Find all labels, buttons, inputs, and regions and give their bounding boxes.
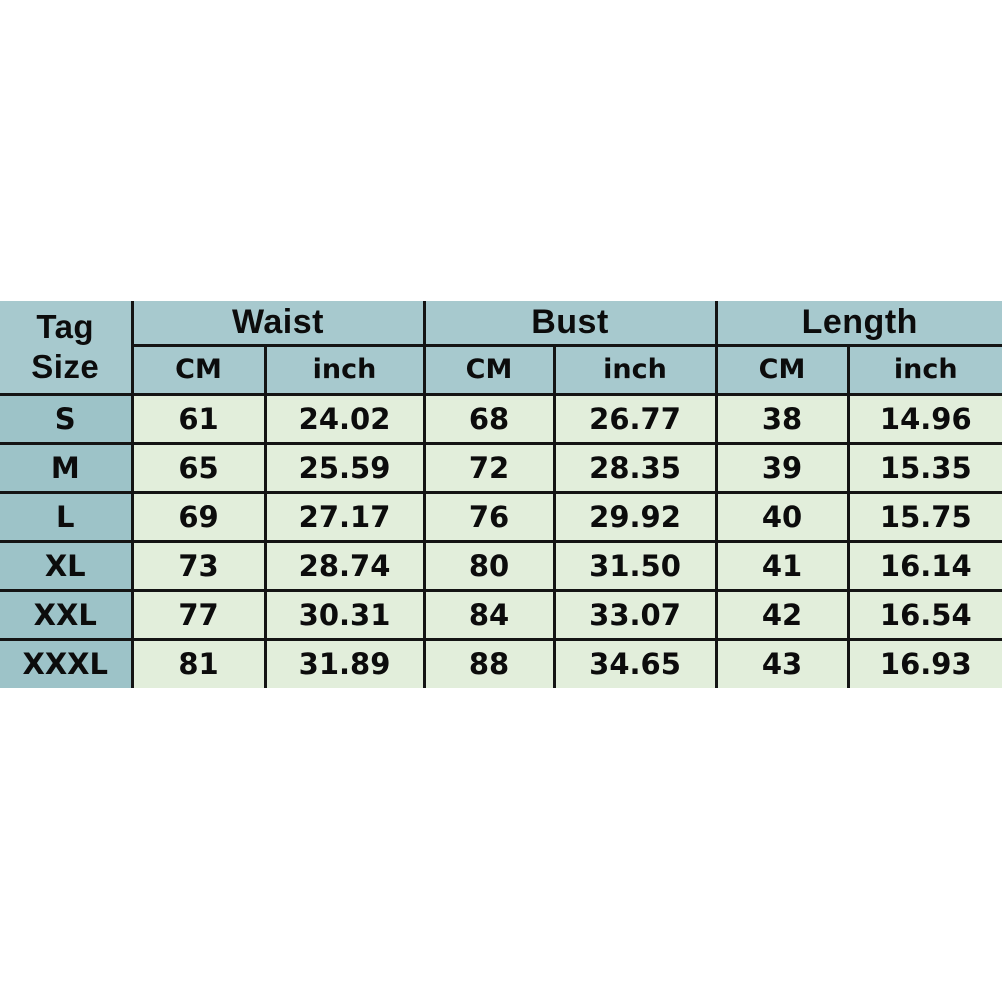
tag-size-header: Tag Size xyxy=(0,301,134,396)
size-label: XXL xyxy=(0,588,134,641)
waist-cm-header: CM xyxy=(132,343,267,396)
bust-inch-header: inch xyxy=(552,343,718,396)
table-row-s: S 61 24.02 68 26.77 38 14.96 xyxy=(0,392,1002,445)
length-inch-value: 15.35 xyxy=(846,441,1002,494)
size-label: L xyxy=(0,490,134,543)
waist-inch-value: 28.74 xyxy=(263,539,426,592)
length-cm-value: 41 xyxy=(714,539,850,592)
waist-cm-value: 77 xyxy=(130,588,267,641)
size-label: S xyxy=(0,392,134,445)
length-cm-value: 38 xyxy=(714,392,850,445)
bust-cm-value: 88 xyxy=(422,637,556,688)
bust-group-header: Bust xyxy=(422,301,718,347)
waist-inch-value: 30.31 xyxy=(263,588,426,641)
length-inch-value: 14.96 xyxy=(846,392,1002,445)
table-row-xxl: XXL 77 30.31 84 33.07 42 16.54 xyxy=(0,588,1002,641)
length-inch-header: inch xyxy=(846,343,1002,396)
bust-cm-value: 76 xyxy=(422,490,556,543)
waist-cm-value: 73 xyxy=(130,539,267,592)
bust-inch-value: 34.65 xyxy=(552,637,718,688)
waist-inch-value: 25.59 xyxy=(263,441,426,494)
length-cm-value: 40 xyxy=(714,490,850,543)
table-row-xl: XL 73 28.74 80 31.50 41 16.14 xyxy=(0,539,1002,592)
waist-cm-value: 69 xyxy=(130,490,267,543)
bust-cm-value: 72 xyxy=(422,441,556,494)
size-label: XL xyxy=(0,539,134,592)
size-label: XXXL xyxy=(0,637,134,688)
waist-cm-value: 81 xyxy=(130,637,267,688)
bust-cm-header: CM xyxy=(422,343,556,396)
table-row-xxxl: XXXL 81 31.89 88 34.65 43 16.93 xyxy=(0,637,1002,688)
bust-cm-value: 68 xyxy=(422,392,556,445)
waist-cm-value: 65 xyxy=(130,441,267,494)
length-cm-value: 43 xyxy=(714,637,850,688)
header-group-row: Tag Size Waist Bust Length xyxy=(0,301,1002,396)
length-cm-header: CM xyxy=(714,343,850,396)
bust-inch-value: 29.92 xyxy=(552,490,718,543)
length-inch-value: 16.93 xyxy=(846,637,1002,688)
size-chart-table: Tag Size Waist Bust Length CM inch CM in… xyxy=(0,301,1002,688)
bust-cm-value: 84 xyxy=(422,588,556,641)
table-row-m: M 65 25.59 72 28.35 39 15.35 xyxy=(0,441,1002,494)
bust-inch-value: 26.77 xyxy=(552,392,718,445)
length-cm-value: 42 xyxy=(714,588,850,641)
waist-group-header: Waist xyxy=(130,301,426,347)
length-inch-value: 16.14 xyxy=(846,539,1002,592)
bust-cm-value: 80 xyxy=(422,539,556,592)
waist-inch-value: 31.89 xyxy=(263,637,426,688)
length-group-header: Length xyxy=(714,301,1002,347)
length-inch-value: 16.54 xyxy=(846,588,1002,641)
size-label: M xyxy=(0,441,134,494)
table-row-l: L 69 27.17 76 29.92 40 15.75 xyxy=(0,490,1002,543)
size-chart: Tag Size Waist Bust Length CM inch CM in… xyxy=(0,301,1002,688)
bust-inch-value: 28.35 xyxy=(552,441,718,494)
waist-inch-header: inch xyxy=(263,343,426,396)
waist-cm-value: 61 xyxy=(130,392,267,445)
length-inch-value: 15.75 xyxy=(846,490,1002,543)
header-unit-row: CM inch CM inch CM inch xyxy=(0,343,1002,396)
waist-inch-value: 27.17 xyxy=(263,490,426,543)
bust-inch-value: 31.50 xyxy=(552,539,718,592)
waist-inch-value: 24.02 xyxy=(263,392,426,445)
length-cm-value: 39 xyxy=(714,441,850,494)
bust-inch-value: 33.07 xyxy=(552,588,718,641)
